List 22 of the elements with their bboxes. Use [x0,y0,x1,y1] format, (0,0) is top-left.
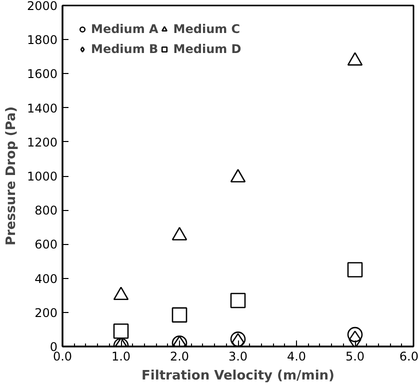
x-tick-label: 6.0 [399,350,418,364]
y-tick-label: 1400 [26,101,58,116]
y-tick-label: 600 [34,238,58,252]
x-tick-label: 4.0 [286,350,306,364]
y-tick-label: 400 [34,272,58,286]
x-tick-label: 1.0 [111,350,131,364]
y-tick-label: 200 [34,306,58,320]
x-tick-label: 2.0 [170,350,190,364]
y-tick-label: 1000 [26,170,58,184]
legend-label: Medium D [173,42,242,56]
y-tick-label: 1800 [26,33,58,48]
y-tick-label: 2000 [26,0,58,13]
x-tick-label: 5.0 [345,350,365,364]
y-tick-label: 1200 [26,135,58,150]
x-tick-label: 3.0 [228,350,248,364]
y-axis-title: Pressure Drop (Pa) [4,106,19,246]
x-axis-title: Filtration Velocity (m/min) [142,368,334,384]
legend-label: Medium B [91,42,158,56]
y-tick-label: 800 [34,204,58,218]
y-tick-label: 1600 [26,67,58,82]
legend-label: Medium A [91,22,158,36]
legend-label: Medium C [173,22,240,36]
